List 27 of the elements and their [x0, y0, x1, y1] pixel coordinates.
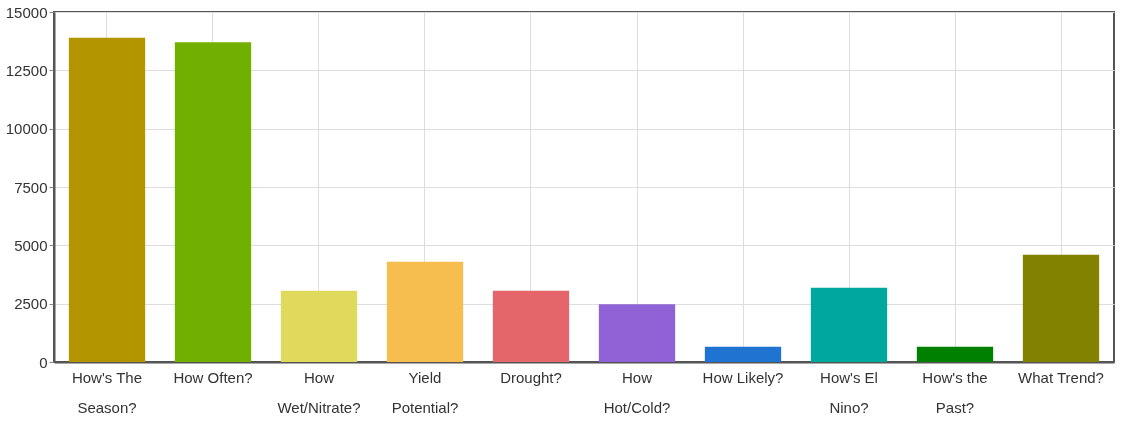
- x-tick-label: How Wet/Nitrate?: [277, 368, 361, 416]
- y-tick-label: 5000: [14, 236, 48, 254]
- bar: [492, 290, 570, 362]
- bar: [386, 261, 464, 362]
- y-tick-label: 12500: [5, 61, 48, 79]
- x-tick-label: Drought?: [500, 368, 562, 386]
- x-tick-label: How's The Season?: [71, 368, 143, 416]
- x-tick-label: How Hot/Cold?: [603, 368, 671, 416]
- x-tick-label: What Trend?: [1018, 368, 1104, 386]
- bar: [1022, 254, 1100, 362]
- y-tick-label: 10000: [5, 120, 48, 138]
- bar: [280, 290, 358, 362]
- bar: [68, 37, 146, 362]
- x-tick-label: How Likely?: [702, 368, 784, 386]
- x-tick-label: How's El Nino?: [820, 368, 878, 416]
- x-tick-label: Yield Potential?: [391, 368, 459, 416]
- x-tick-label: How Often?: [173, 368, 253, 386]
- y-tick-label: 15000: [5, 3, 48, 21]
- bar: [810, 287, 888, 362]
- bar: [704, 346, 782, 362]
- x-tick-label: How's the Past?: [922, 368, 988, 416]
- y-tick-label: 2500: [14, 295, 48, 313]
- y-tick-label: 0: [39, 353, 48, 371]
- y-tick-label: 7500: [14, 178, 48, 196]
- bar: [598, 304, 676, 362]
- bar: [916, 346, 994, 362]
- bar: [174, 42, 252, 362]
